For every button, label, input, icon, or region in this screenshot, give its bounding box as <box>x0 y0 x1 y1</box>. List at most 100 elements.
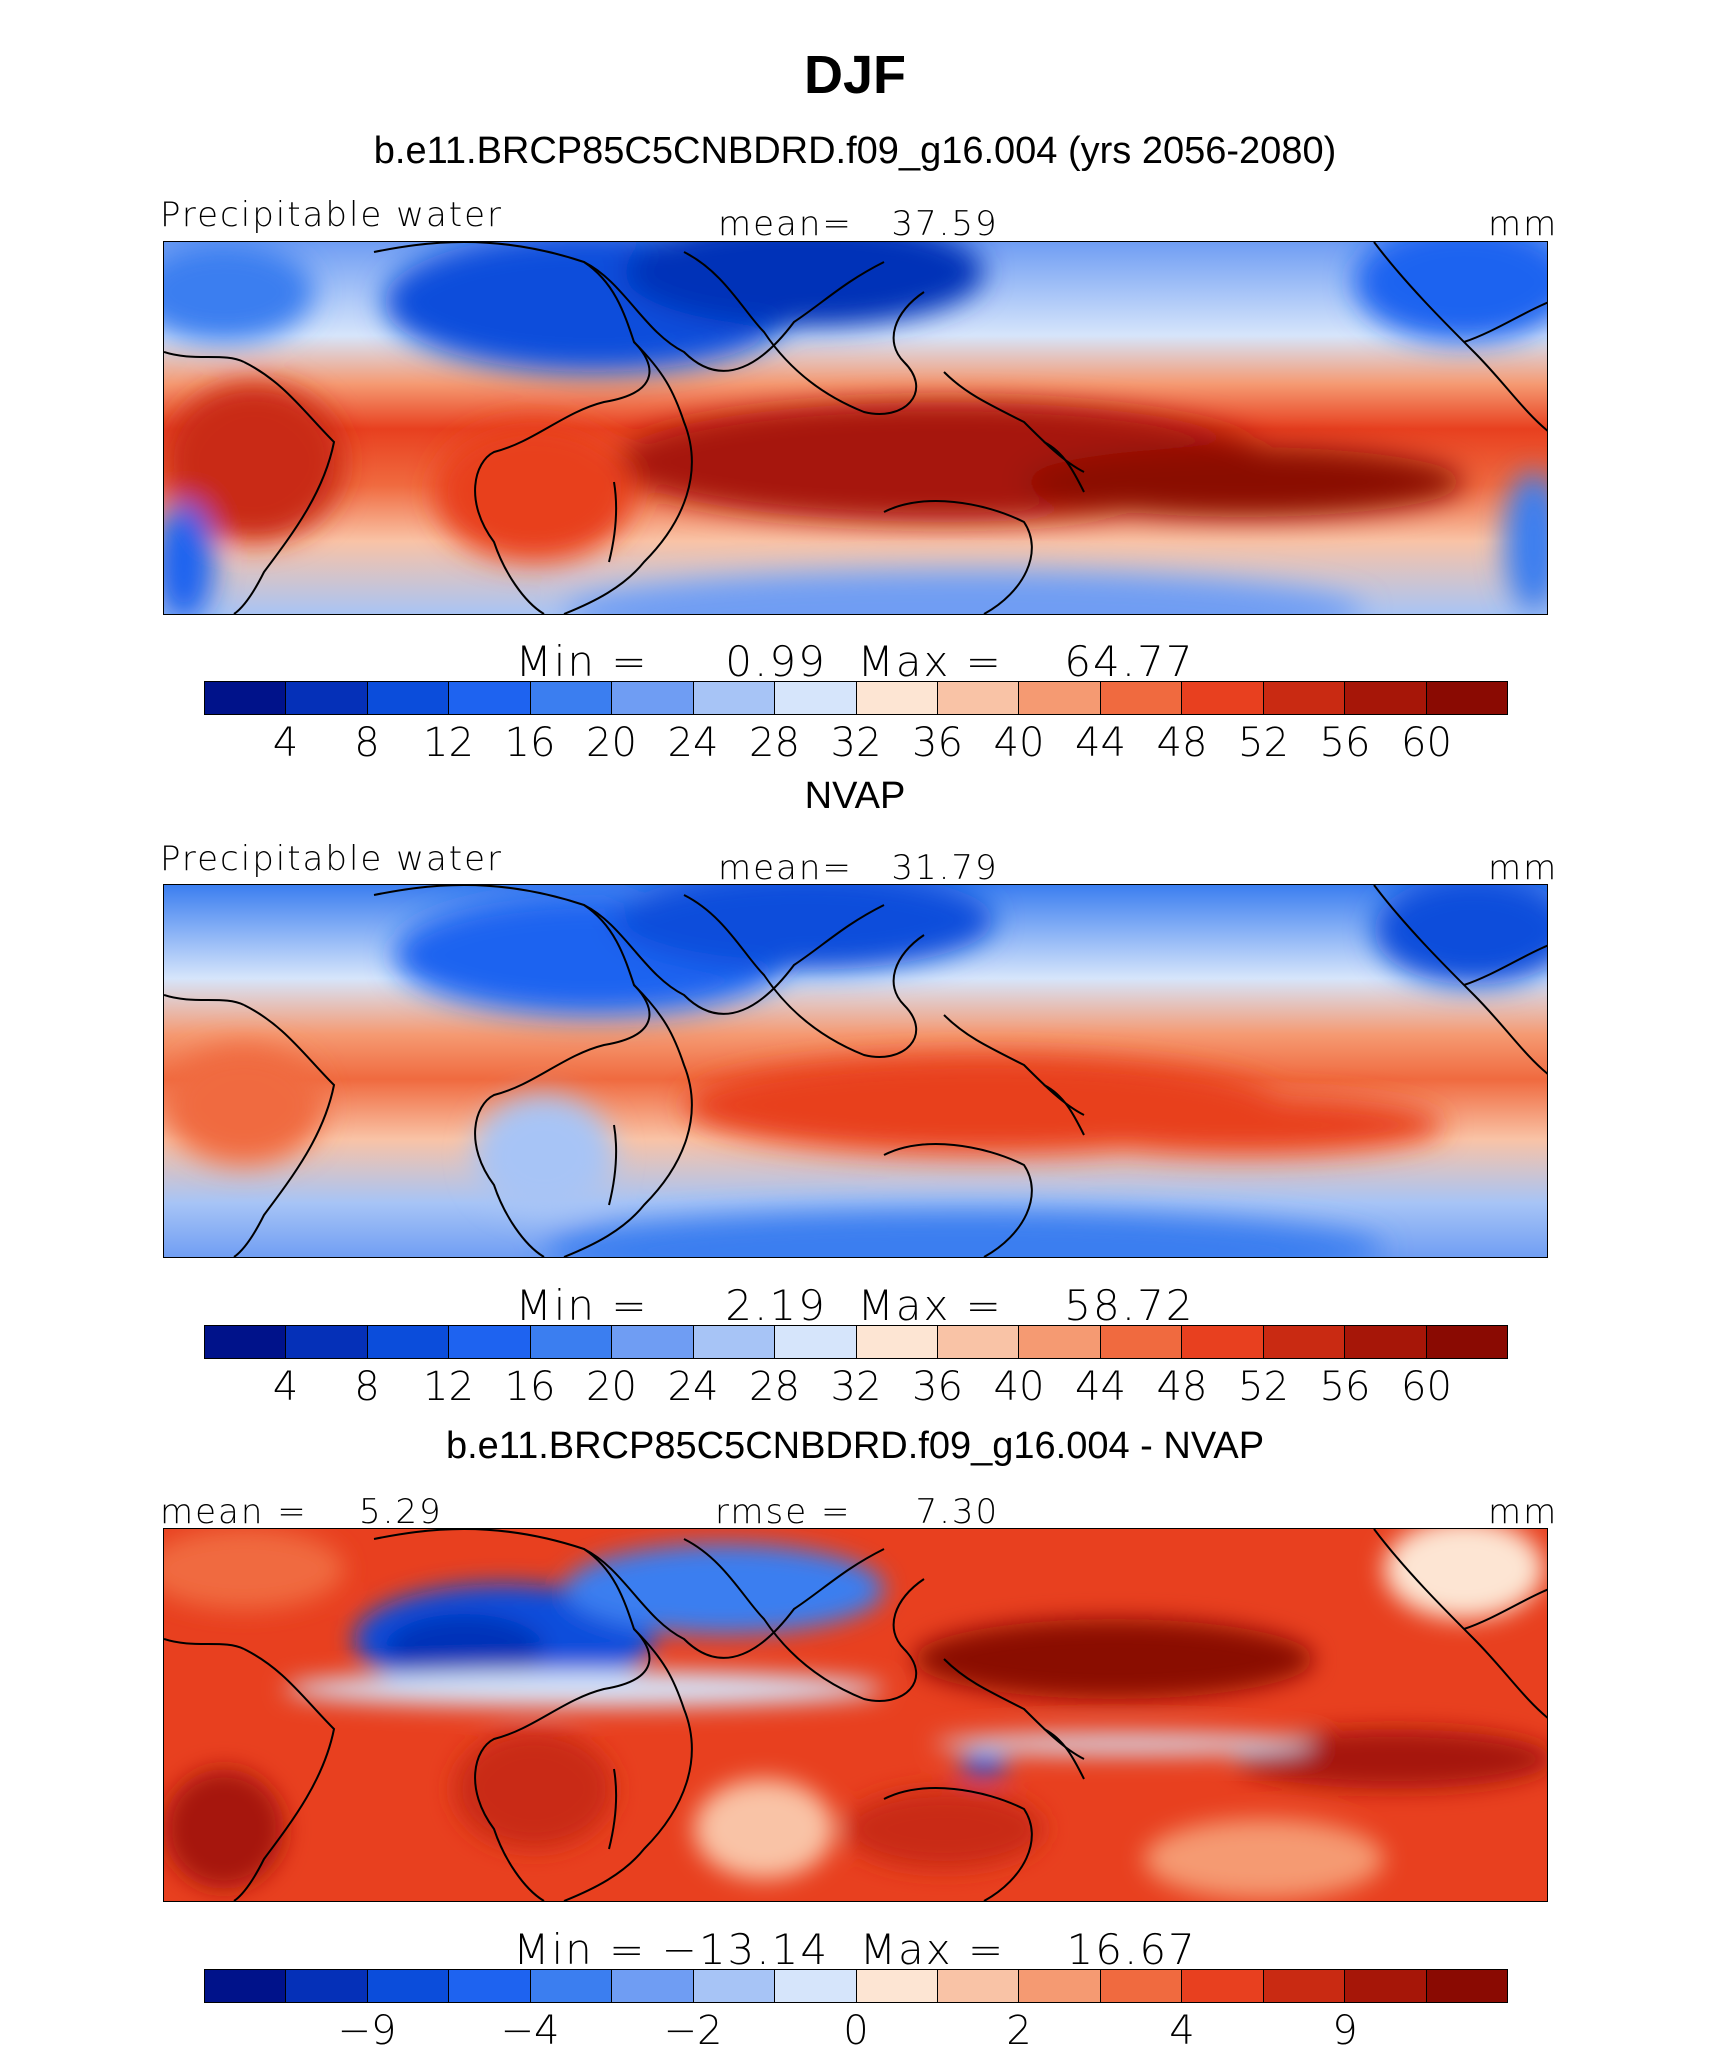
colorbar-tick-label: −9 <box>337 2008 397 2054</box>
colorbar-cell <box>449 682 531 714</box>
colorbar-cell <box>856 682 938 714</box>
colorbar-cell <box>693 1326 776 1358</box>
colorbar-cell <box>612 682 694 714</box>
colorbar-cell <box>1182 1970 1264 2002</box>
panel-3-dry-bias-core <box>384 1614 544 1684</box>
colorbar-tick-label: 4 <box>272 720 299 766</box>
colorbar-cell <box>286 1326 368 1358</box>
panel-1-dry-north-america <box>1354 242 1547 342</box>
colorbar-cell <box>612 1970 694 2002</box>
panel-1-dry-southeast <box>1504 472 1547 612</box>
colorbar-tick-label: 60 <box>1401 720 1452 766</box>
panel-3-light-northwest <box>164 1529 344 1609</box>
colorbar-tick-label: 44 <box>1075 1364 1126 1410</box>
panel-2-minmax: Min = 2.19 Max = 58.72 <box>515 1281 1195 1330</box>
panel-2-moist-pacific <box>1044 1095 1444 1155</box>
panel-1-dry-south <box>564 572 1364 614</box>
panel-2-dry-north-america <box>1374 885 1547 985</box>
colorbar-cell <box>937 1326 1020 1358</box>
colorbar-tick-label: 12 <box>423 1364 474 1410</box>
panel-1-variable-label: Precipitable water <box>160 195 504 235</box>
colorbar-cell <box>1426 1970 1507 2002</box>
colorbar-cell <box>1263 1326 1346 1358</box>
panel-1-moist-south-america <box>164 382 344 542</box>
colorbar-tick-label: 8 <box>354 720 380 766</box>
colorbar-cell <box>1345 1326 1427 1358</box>
figure-title: DJF <box>803 45 906 105</box>
panel-2-dry-asia <box>614 885 994 970</box>
colorbar-cell <box>937 1970 1020 2002</box>
colorbar-cell <box>775 682 857 714</box>
colorbar-cell <box>856 1326 938 1358</box>
colorbar-tick-label: 28 <box>749 1364 800 1410</box>
colorbar-cell <box>1100 1970 1183 2002</box>
panel-2-dry-south-africa <box>474 1095 614 1215</box>
colorbar-cell <box>449 1970 531 2002</box>
colorbar-tick-label: 32 <box>830 720 882 766</box>
panel-1-dry-northwest <box>164 242 314 342</box>
colorbar-tick-label: 36 <box>912 720 963 766</box>
panel-1-coastlines <box>164 242 1547 614</box>
colorbar-cell <box>1263 682 1346 714</box>
colorbar-cell <box>449 1326 531 1358</box>
colorbar-tick-label: 20 <box>586 720 637 766</box>
panel-3-title: b.e11.BRCP85C5CNBDRD.f09_g16.004 - NVAP <box>445 1425 1265 1467</box>
panel-3-dry-bias-arabia <box>564 1544 884 1634</box>
colorbar-tick-label: 9 <box>1332 2008 1358 2054</box>
colorbar-cell <box>693 682 776 714</box>
panel-2-mean-label: mean= 31.79 <box>718 848 999 888</box>
colorbar-tick-label: 4 <box>272 1364 299 1410</box>
colorbar-cell <box>1345 1970 1427 2002</box>
panel-3-dry-streak <box>934 1734 1314 1754</box>
panel-2-variable-label: Precipitable water <box>160 839 504 879</box>
panel-3-dry-spot <box>959 1752 1009 1776</box>
colorbar-tick-label: 52 <box>1238 720 1289 766</box>
colorbar-cell <box>205 682 287 714</box>
colorbar-tick-label: 16 <box>504 720 556 766</box>
colorbar-cell <box>775 1326 857 1358</box>
panel-1-units: mm <box>1488 204 1559 244</box>
panel-3-colorbar <box>204 1969 1508 2003</box>
colorbar-tick-label: −2 <box>663 2008 723 2054</box>
colorbar-cell <box>1182 682 1264 714</box>
panel-3-wet-africa <box>454 1729 614 1849</box>
panel-3-light-pacific <box>1384 1529 1544 1619</box>
panel-3-wet-south-america <box>164 1769 284 1889</box>
colorbar-tick-label: 16 <box>504 1364 556 1410</box>
colorbar-tick-label: 48 <box>1156 1364 1208 1410</box>
panel-3-neutral-band <box>284 1671 884 1707</box>
colorbar-tick-label: 4 <box>1169 2008 1195 2054</box>
colorbar-cell <box>693 1970 776 2002</box>
panel-2-title: NVAP <box>804 775 906 817</box>
colorbar-tick-label: 44 <box>1075 720 1126 766</box>
panel-2-coastlines <box>164 885 1547 1257</box>
colorbar-tick-label: 8 <box>354 1364 380 1410</box>
colorbar-cell <box>1182 1326 1264 1358</box>
panel-1-minmax: Min = 0.99 Max = 64.77 <box>515 637 1195 686</box>
panel-3-wet-bias-east <box>1234 1729 1547 1789</box>
panel-1-moist-africa <box>434 422 634 562</box>
colorbar-tick-label: 2 <box>1006 2008 1032 2054</box>
colorbar-tick-label: −4 <box>500 2008 560 2054</box>
colorbar-tick-label: 48 <box>1156 720 1208 766</box>
panel-3-units: mm <box>1488 1492 1559 1532</box>
colorbar-tick-label: 52 <box>1238 1364 1289 1410</box>
colorbar-tick-label: 40 <box>993 1364 1045 1410</box>
panel-2-colorbar <box>204 1325 1508 1359</box>
colorbar-cell <box>1263 1970 1346 2002</box>
panel-1-title: b.e11.BRCP85C5CNBDRD.f09_g16.004 (yrs 20… <box>373 130 1337 172</box>
colorbar-tick-label: 24 <box>667 720 719 766</box>
colorbar-cell <box>1019 682 1101 714</box>
colorbar-cell <box>1019 1326 1101 1358</box>
colorbar-cell <box>1426 682 1507 714</box>
panel-1-map <box>163 241 1548 615</box>
colorbar-tick-label: 32 <box>830 1364 882 1410</box>
colorbar-cell <box>1345 682 1427 714</box>
panel-2-map <box>163 884 1548 1258</box>
panel-3-wet-australia <box>844 1789 1044 1869</box>
colorbar-tick-label: 20 <box>586 1364 637 1410</box>
panel-2-units: mm <box>1488 848 1559 888</box>
colorbar-cell <box>530 1970 613 2002</box>
colorbar-cell <box>775 1970 857 2002</box>
colorbar-tick-label: 0 <box>843 2008 869 2054</box>
